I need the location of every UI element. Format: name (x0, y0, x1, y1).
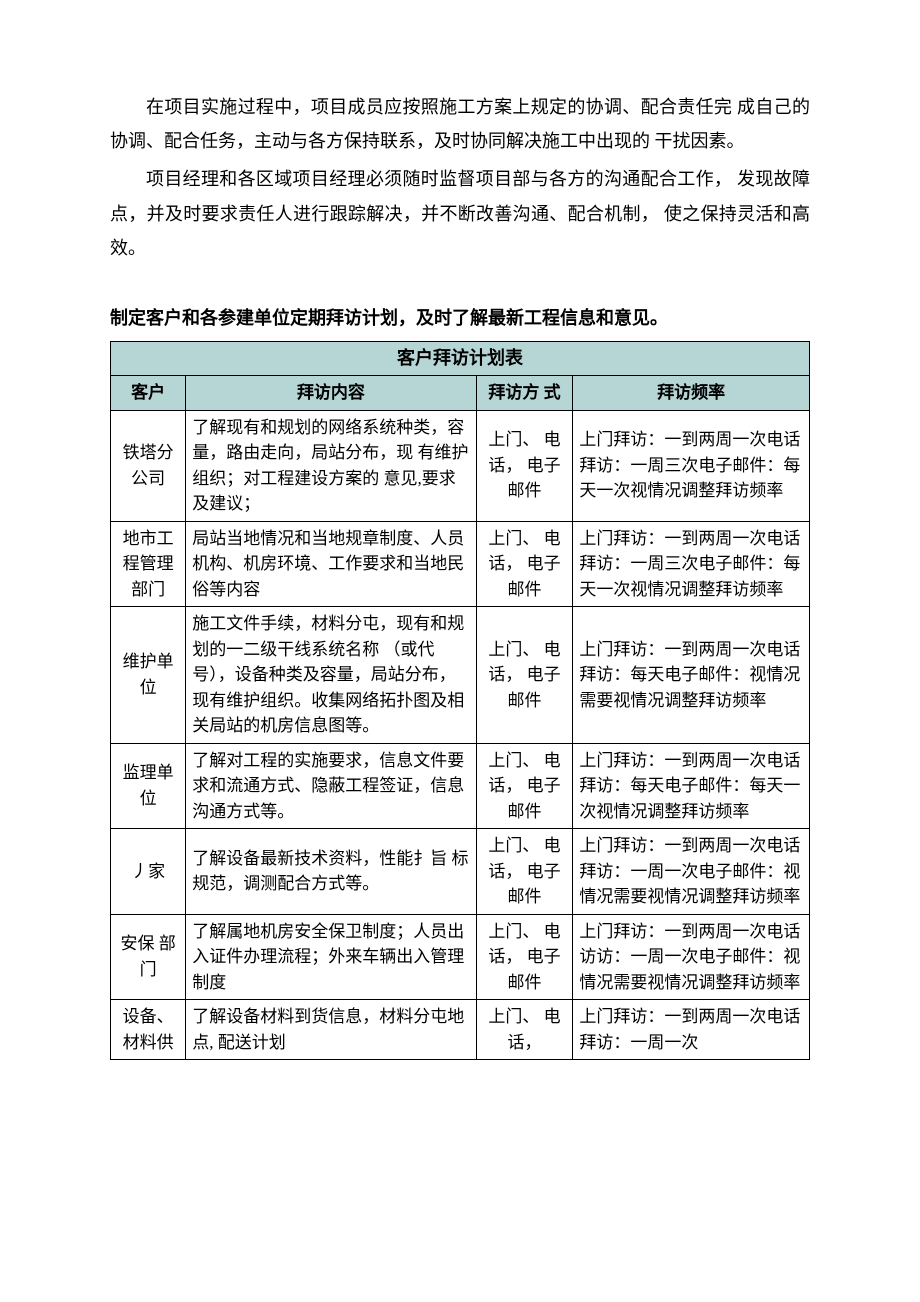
cell-method: 上门、 电话， 电子邮件 (476, 521, 573, 607)
cell-frequency: 上门拜访：一到两周一次电话拜访：每天电子邮件：每天一次视情况调整拜访频率 (573, 743, 810, 829)
cell-content: 了解属地机房安全保卫制度；人员出入证件办理流程；外来车辆出入管理制度 (186, 914, 476, 1000)
cell-method: 上门、 电话， 电子邮件 (476, 914, 573, 1000)
header-frequency: 拜访频率 (573, 376, 810, 411)
table-row: 铁塔分公司 了解现有和规划的网络系统种类，容量，路由走向，局站分布，现 有维护组… (111, 410, 810, 521)
cell-frequency: 上门拜访：一到两周一次电话拜访：一周三次电子邮件：每天一次视情况调整拜访频率 (573, 410, 810, 521)
cell-customer: 设备、 材料供 (111, 1000, 186, 1060)
cell-content: 了解对工程的实施要求，信息文件要求和流通方式、隐蔽工程签证，信息沟通方式等。 (186, 743, 476, 829)
cell-frequency: 上门拜访：一到两周一次电话拜访：每天电子邮件：视情况需要视情况调整拜访频率 (573, 607, 810, 744)
cell-frequency: 上门拜访：一到两周一次电话拜访：一周三次电子邮件：每天一次视情况调整拜访频率 (573, 521, 810, 607)
table-row: 丿家 了解设备最新技术资料，性能扌旨 标规范，调测配合方式等。 上门、 电话， … (111, 829, 810, 915)
cell-frequency: 上门拜访：一到两周一次电话拜访：一周一次 (573, 1000, 810, 1060)
table-row: 设备、 材料供 了解设备材料到货信息，材料分屯地点, 配送计划 上门、 电话， … (111, 1000, 810, 1060)
paragraph-1: 在项目实施过程中，项目成员应按照施工方案上规定的协调、配合责任完 成自己的协调、… (110, 90, 810, 158)
cell-content: 了解现有和规划的网络系统种类，容量，路由走向，局站分布，现 有维护组织；对工程建… (186, 410, 476, 521)
cell-customer: 丿家 (111, 829, 186, 915)
cell-method: 上门、 电话， 电子邮件 (476, 743, 573, 829)
header-customer: 客户 (111, 376, 186, 411)
cell-customer: 地市工程管理部门 (111, 521, 186, 607)
cell-content: 了解设备材料到货信息，材料分屯地点, 配送计划 (186, 1000, 476, 1060)
cell-frequency: 上门拜访：一到两周一次电话拜访：一周一次电子邮件：视情况需要视情况调整拜访频率 (573, 829, 810, 915)
paragraph-2: 项目经理和各区域项目经理必须随时监督项目部与各方的沟通配合工作， 发现故障点，并… (110, 162, 810, 265)
cell-method: 上门、 电话， (476, 1000, 573, 1060)
section-title: 制定客户和各参建单位定期拜访计划，及时了解最新工程信息和意见。 (110, 301, 810, 335)
header-content: 拜访内容 (186, 376, 476, 411)
cell-content: 施工文件手续，材料分屯，现有和规划的一二级干线系统名称 （或代号），设备种类及容… (186, 607, 476, 744)
cell-method: 上门、 电话， 电子邮件 (476, 410, 573, 521)
table-row: 地市工程管理部门 局站当地情况和当地规章制度、人员机构、机房环境、工作要求和当地… (111, 521, 810, 607)
cell-customer: 安保 部门 (111, 914, 186, 1000)
header-method: 拜访方 式 (476, 376, 573, 411)
table-title-row: 客户拜访计划表 (111, 342, 810, 376)
cell-method: 上门、 电话， 电子邮件 (476, 607, 573, 744)
cell-customer: 铁塔分公司 (111, 410, 186, 521)
cell-content: 局站当地情况和当地规章制度、人员机构、机房环境、工作要求和当地民俗等内容 (186, 521, 476, 607)
table-row: 维护单位 施工文件手续，材料分屯，现有和规划的一二级干线系统名称 （或代号），设… (111, 607, 810, 744)
table-title: 客户拜访计划表 (111, 342, 810, 376)
table-header-row: 客户 拜访内容 拜访方 式 拜访频率 (111, 376, 810, 411)
cell-customer: 监理单位 (111, 743, 186, 829)
cell-content: 了解设备最新技术资料，性能扌旨 标规范，调测配合方式等。 (186, 829, 476, 915)
cell-method: 上门、 电话， 电子邮件 (476, 829, 573, 915)
visit-plan-table: 客户拜访计划表 客户 拜访内容 拜访方 式 拜访频率 铁塔分公司 了解现有和规划… (110, 341, 810, 1060)
cell-frequency: 上门拜访：一到两周一次电话访访：一周一次电子邮件：视情况需要视情况调整拜访频率 (573, 914, 810, 1000)
cell-customer: 维护单位 (111, 607, 186, 744)
table-row: 监理单位 了解对工程的实施要求，信息文件要求和流通方式、隐蔽工程签证，信息沟通方… (111, 743, 810, 829)
table-row: 安保 部门 了解属地机房安全保卫制度；人员出入证件办理流程；外来车辆出入管理制度… (111, 914, 810, 1000)
